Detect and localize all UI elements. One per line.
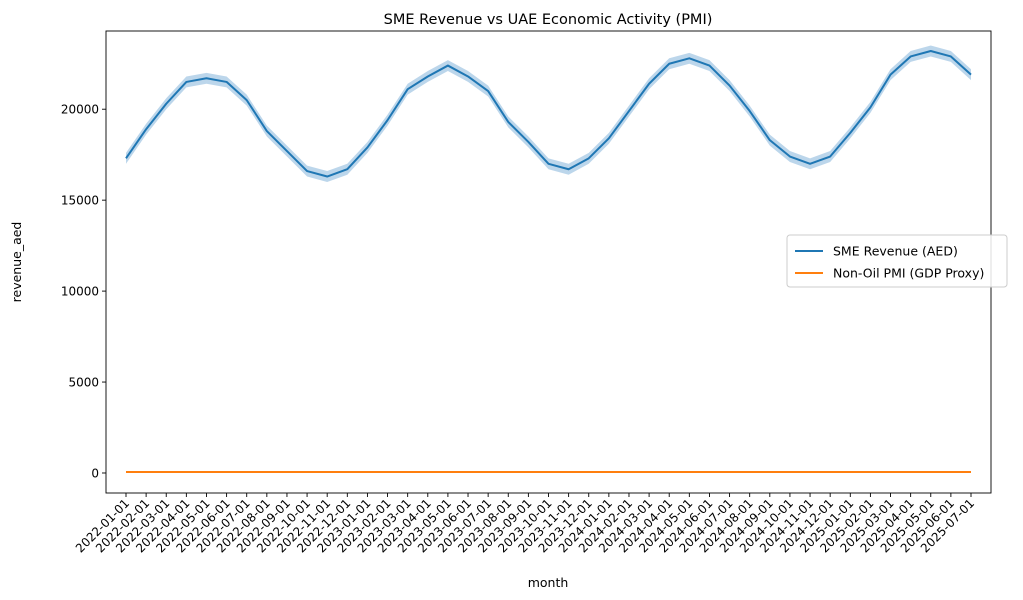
y-axis: 0 5000 10000 15000 20000 xyxy=(61,103,106,480)
x-axis-label: month xyxy=(528,575,569,590)
legend-box xyxy=(786,234,1008,288)
legend: SME Revenue (AED) Non-Oil PMI (GDP Proxy) xyxy=(786,234,1008,288)
series-line-layer xyxy=(125,50,972,474)
series-0-confidence-band xyxy=(126,45,971,182)
y-tick-label: 20000 xyxy=(61,103,99,117)
y-tick-label: 15000 xyxy=(61,194,99,208)
legend-label-1: Non-Oil PMI (GDP Proxy) xyxy=(833,266,984,281)
y-tick-label: 10000 xyxy=(61,285,99,299)
series-0-line xyxy=(125,50,972,178)
y-tick-label: 5000 xyxy=(68,376,99,390)
x-axis: 2022-01-012022-02-012022-03-012022-04-01… xyxy=(73,493,977,555)
chart-title: SME Revenue vs UAE Economic Activity (PM… xyxy=(384,12,713,28)
legend-label-0: SME Revenue (AED) xyxy=(833,244,958,259)
confidence-band-layer xyxy=(126,45,971,182)
y-axis-label: revenue_aed xyxy=(9,222,24,303)
y-tick-label: 0 xyxy=(91,466,99,480)
